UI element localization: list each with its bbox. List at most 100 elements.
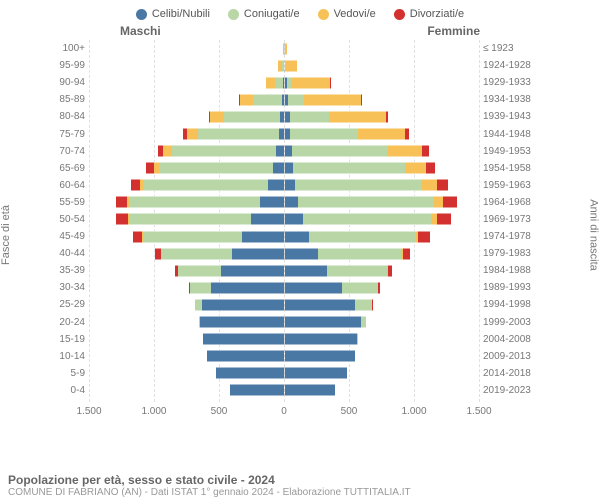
age-label: 70-74: [55, 146, 89, 157]
male-bar: [89, 128, 285, 140]
bar-segment: [202, 299, 284, 311]
bar-segment: [285, 145, 292, 157]
age-label: 60-64: [55, 180, 89, 191]
bar-segment: [358, 128, 405, 140]
male-bar: [89, 162, 285, 174]
bar-segment: [240, 94, 253, 106]
pyramid-row: 95-991924-1928: [55, 57, 535, 74]
legend-label: Coniugati/e: [244, 8, 300, 20]
birth-year-label: 1979-1983: [479, 248, 535, 259]
bar-segment: [355, 299, 372, 311]
bar-segment: [163, 145, 172, 157]
legend-label: Vedovi/e: [334, 8, 376, 20]
bar-segment: [210, 111, 224, 123]
birth-year-label: 1969-1973: [479, 214, 535, 225]
pyramid-row: 90-94 1929-1933: [55, 74, 535, 91]
chart-subtitle: COMUNE DI FABRIANO (AN) - Dati ISTAT 1° …: [8, 487, 592, 498]
bar-segment: [285, 162, 293, 174]
birth-year-label: 1929-1933: [479, 77, 535, 88]
y-axis-right-title: Anni di nascita: [588, 199, 600, 271]
birth-year-label: 2019-2023: [479, 385, 535, 396]
x-tick-label: 500: [341, 406, 358, 417]
bar-segment: [285, 248, 319, 260]
legend-item: Divorziati/e: [394, 8, 464, 20]
female-bar: [285, 196, 480, 208]
chart-title: Popolazione per età, sesso e stato civil…: [8, 473, 592, 487]
pyramid-row: 100+≤ 1923: [55, 40, 535, 57]
bar-segment: [116, 213, 128, 225]
birth-year-label: 1939-1943: [479, 111, 535, 122]
bar-segment: [203, 333, 284, 345]
age-label: 90-94: [55, 77, 89, 88]
pyramid-row: 55-591964-1968: [55, 194, 535, 211]
bar-segment: [221, 265, 283, 277]
pyramid-row: 15-192004-2008: [55, 331, 535, 348]
pyramid-row: 60-641959-1963: [55, 177, 535, 194]
bar-segment: [361, 94, 362, 106]
legend-dot: [394, 9, 405, 20]
bar-segment: [216, 367, 284, 379]
bar-segment: [242, 231, 284, 243]
bar-segment: [143, 179, 268, 191]
bar-segment: [437, 179, 449, 191]
male-bar: [89, 333, 285, 345]
female-bar: [285, 111, 480, 123]
female-bar: [285, 162, 480, 174]
bar-segment: [129, 196, 260, 208]
age-label: 30-34: [55, 282, 89, 293]
legend-dot: [136, 9, 147, 20]
bar-segment: [230, 384, 283, 396]
female-bar: [285, 384, 480, 396]
male-bar: [89, 145, 285, 157]
female-bar: [285, 145, 480, 157]
pyramid-row: 30-341989-1993: [55, 279, 535, 296]
female-bar: [285, 231, 480, 243]
bar-segment: [426, 162, 435, 174]
bar-segment: [386, 111, 389, 123]
female-bar: [285, 179, 480, 191]
bar-segment: [361, 316, 366, 328]
bar-segment: [187, 128, 199, 140]
male-bar: [89, 213, 285, 225]
header-male: Maschi: [120, 24, 161, 38]
legend-label: Divorziati/e: [410, 8, 464, 20]
x-tick-label: 1.500: [76, 406, 101, 417]
bar-segment: [282, 94, 284, 106]
birth-year-label: 1964-1968: [479, 197, 535, 208]
bar-segment: [285, 179, 295, 191]
bar-segment: [309, 231, 416, 243]
bar-segment: [285, 316, 362, 328]
age-label: 10-14: [55, 351, 89, 362]
pyramid-row: 25-291994-1998: [55, 296, 535, 313]
birth-year-label: 1984-1988: [479, 265, 535, 276]
bar-segment: [129, 213, 251, 225]
male-bar: [89, 265, 285, 277]
bar-segment: [273, 162, 283, 174]
female-bar: [285, 265, 480, 277]
footer: Popolazione per età, sesso e stato civil…: [8, 473, 592, 498]
bar-segment: [283, 43, 284, 55]
male-bar: [89, 316, 285, 328]
female-bar: [285, 43, 480, 55]
bar-segment: [327, 265, 387, 277]
bar-segment: [159, 162, 273, 174]
birth-year-label: 2009-2013: [479, 351, 535, 362]
birth-year-label: 2004-2008: [479, 334, 535, 345]
female-bar: [285, 248, 480, 260]
bar-segment: [285, 350, 355, 362]
male-bar: [89, 231, 285, 243]
y-axis-left-title: Fasce di età: [0, 205, 12, 265]
bar-segment: [266, 77, 275, 89]
bar-segment: [207, 350, 284, 362]
bar-segment: [285, 231, 310, 243]
x-tick-label: 1.500: [466, 406, 491, 417]
birth-year-label: 1924-1928: [479, 60, 535, 71]
x-tick-label: 1.000: [401, 406, 426, 417]
pyramid-row: 20-241999-2003: [55, 314, 535, 331]
bar-segment: [329, 111, 386, 123]
bar-segment: [288, 94, 304, 106]
bar-segment: [260, 196, 283, 208]
age-label: 40-44: [55, 248, 89, 259]
bar-segment: [172, 145, 276, 157]
age-label: 35-39: [55, 265, 89, 276]
